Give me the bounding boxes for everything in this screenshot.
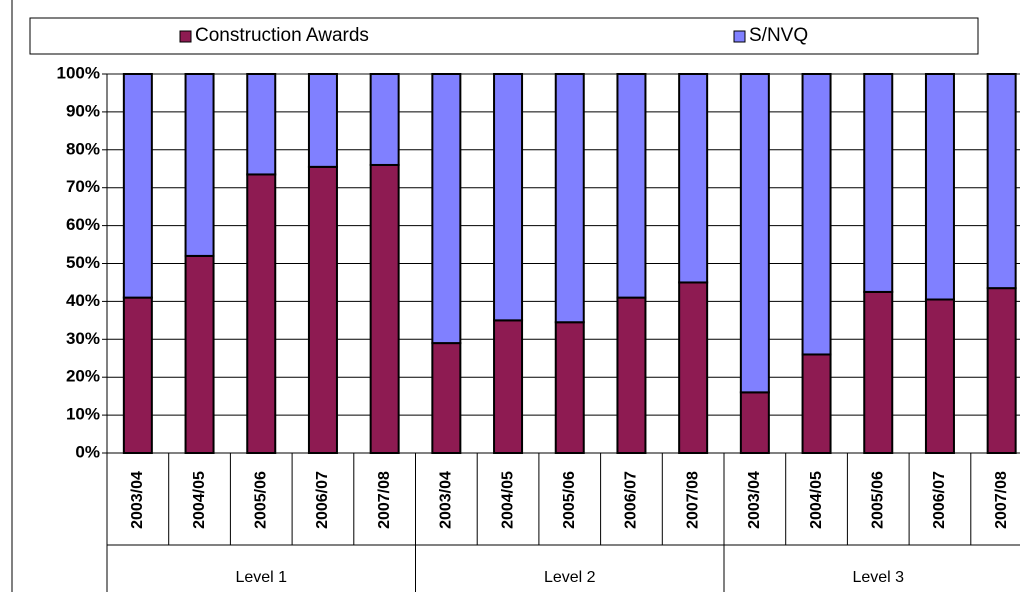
bar-segment xyxy=(554,73,585,324)
x-tick-label: 2003/04 xyxy=(438,471,455,529)
bar-segment xyxy=(431,342,462,454)
y-tick-label: 40% xyxy=(66,291,100,310)
bar-segment xyxy=(616,73,647,299)
bar-segment xyxy=(493,73,524,322)
x-tick-label: 2005/06 xyxy=(869,471,886,529)
y-tick-label: 30% xyxy=(66,329,100,348)
bar-segment xyxy=(801,353,832,454)
x-tick-label: 2007/08 xyxy=(376,471,393,529)
x-tick-label: 2003/04 xyxy=(129,471,146,529)
group-label: Level 1 xyxy=(235,569,287,586)
x-tick-label: 2007/08 xyxy=(993,471,1010,529)
x-tick-label: 2007/08 xyxy=(684,471,701,529)
group-label: Level 3 xyxy=(852,569,904,586)
bar-segment xyxy=(739,73,770,394)
bar-segment xyxy=(801,73,832,356)
x-tick-label: 2003/04 xyxy=(746,471,763,529)
bar-segment xyxy=(493,319,524,454)
legend-label: Construction Awards xyxy=(195,25,369,46)
x-tick-label: 2006/07 xyxy=(931,471,948,529)
bar-segment xyxy=(924,73,955,301)
bar-segment xyxy=(369,163,400,455)
bar-segment xyxy=(122,73,153,299)
bar-segment xyxy=(307,73,338,168)
bar-segment xyxy=(863,73,894,293)
bar-segment xyxy=(307,165,338,454)
x-tick-label: 2006/07 xyxy=(314,471,331,529)
y-tick-label: 60% xyxy=(66,215,100,234)
bar-segment xyxy=(246,173,277,454)
legend-label: S/NVQ xyxy=(749,25,808,46)
y-tick-label: 80% xyxy=(66,139,100,158)
bar-segment xyxy=(678,281,709,455)
bar-segment xyxy=(369,73,400,166)
bar-segment xyxy=(739,391,770,454)
y-tick-label: 0% xyxy=(75,442,100,461)
bar-segment xyxy=(924,298,955,454)
bar-segment xyxy=(986,73,1017,290)
bar-segment xyxy=(986,287,1017,455)
bar-segment xyxy=(122,296,153,454)
x-tick-label: 2005/06 xyxy=(561,471,578,529)
y-tick-label: 100% xyxy=(57,63,100,82)
x-tick-label: 2005/06 xyxy=(252,471,269,529)
bar-segment xyxy=(431,73,462,345)
y-tick-label: 20% xyxy=(66,367,100,386)
legend-swatch xyxy=(179,30,192,43)
x-tick-label: 2004/05 xyxy=(499,471,516,529)
bar-segment xyxy=(246,73,277,176)
bar-segment xyxy=(554,321,585,454)
x-tick-label: 2004/05 xyxy=(191,471,208,529)
x-tick-label: 2006/07 xyxy=(623,471,640,529)
group-label: Level 2 xyxy=(544,569,596,586)
y-tick-label: 50% xyxy=(66,253,100,272)
bar-segment xyxy=(863,290,894,454)
x-tick-label: 2004/05 xyxy=(808,471,825,529)
bar-segment xyxy=(184,73,215,257)
legend-box xyxy=(29,17,979,55)
y-tick-label: 70% xyxy=(66,177,100,196)
bar-segment xyxy=(184,254,215,454)
bar-segment xyxy=(616,296,647,454)
y-tick-label: 10% xyxy=(66,405,100,424)
bar-segment xyxy=(678,73,709,284)
y-tick-label: 90% xyxy=(66,101,100,120)
legend-swatch xyxy=(733,30,746,43)
